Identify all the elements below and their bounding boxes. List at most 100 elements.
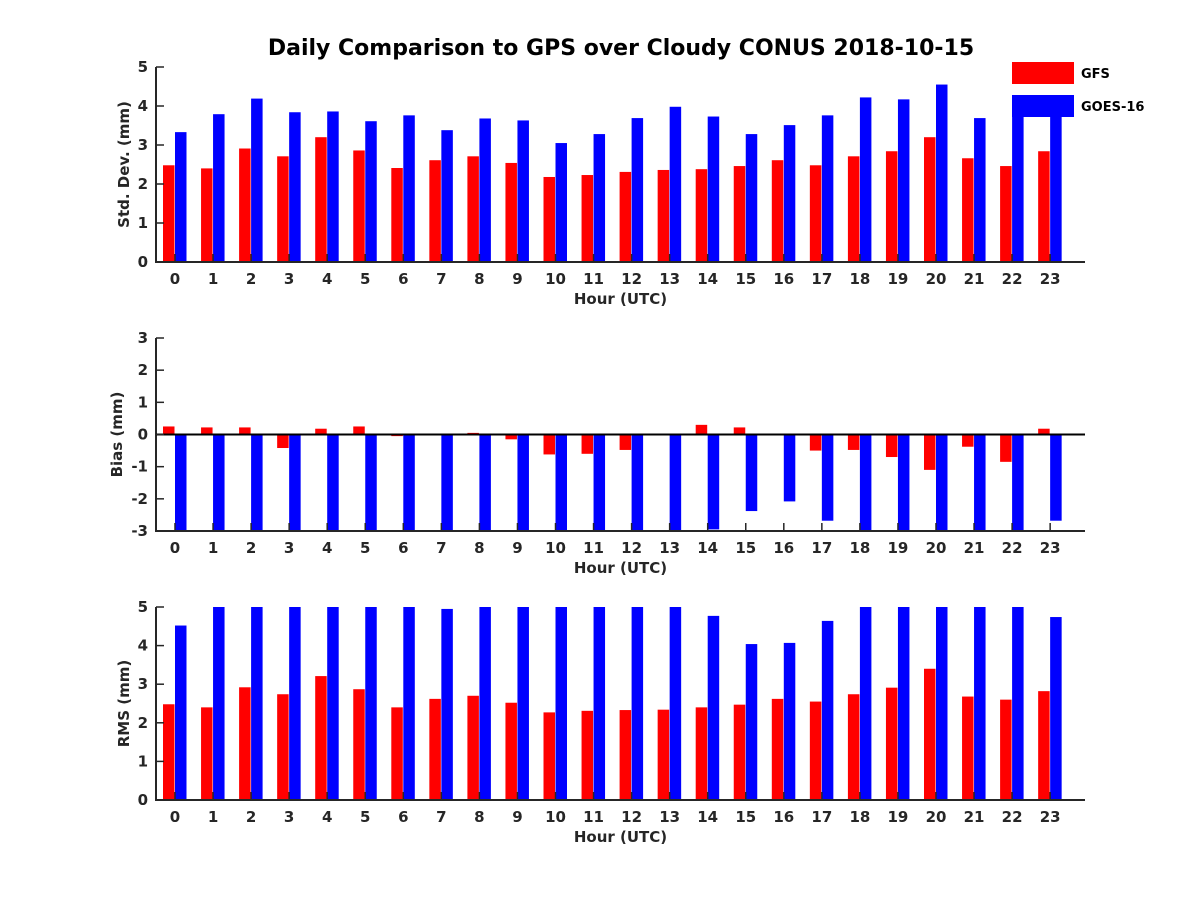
bar-goes-16-hour-13 <box>669 106 682 262</box>
x-tick-label: 23 <box>1040 808 1061 826</box>
y-tick-label: -2 <box>131 490 148 508</box>
bar-goes-16-hour-22 <box>1012 607 1024 800</box>
y-tick-label: 2 <box>138 714 148 732</box>
y-tick-label: -3 <box>131 522 148 540</box>
x-tick-label: 6 <box>398 808 408 826</box>
bar-goes-16-hour-23 <box>1050 617 1062 800</box>
x-tick-label: 19 <box>888 808 909 826</box>
bar-gfs-hour-6 <box>391 168 403 262</box>
bar-gfs-hour-22 <box>1000 699 1012 800</box>
x-tick-label: 21 <box>964 270 985 288</box>
bar-gfs-hour-14 <box>695 424 708 435</box>
bar-gfs-hour-3 <box>277 694 289 800</box>
bar-gfs-hour-5 <box>353 689 365 800</box>
x-tick-label: 2 <box>246 539 256 557</box>
bar-gfs-hour-17 <box>809 701 822 800</box>
chart-title: Daily Comparison to GPS over Cloudy CONU… <box>268 36 974 61</box>
bar-gfs-hour-23 <box>1038 691 1050 800</box>
bar-gfs-hour-20 <box>924 668 936 800</box>
bar-goes-16-hour-3 <box>289 112 301 263</box>
bar-gfs-hour-2 <box>239 427 251 435</box>
x-tick-label: 14 <box>697 808 718 826</box>
bar-gfs-hour-18 <box>847 434 860 450</box>
bar-gfs-hour-1 <box>201 168 213 262</box>
y-tick-label: 0 <box>138 791 148 809</box>
bar-gfs-hour-7 <box>429 698 441 800</box>
bar-goes-16-hour-4 <box>327 434 339 531</box>
bar-gfs-hour-10 <box>543 434 555 455</box>
bar-goes-16-hour-1 <box>213 607 225 800</box>
bar-gfs-hour-8 <box>467 695 479 800</box>
x-tick-label: 11 <box>583 539 604 557</box>
bar-goes-16-hour-10 <box>555 143 567 262</box>
y-tick-label: 3 <box>138 136 148 154</box>
x-tick-label: 13 <box>659 808 680 826</box>
x-tick-label: 15 <box>735 270 756 288</box>
x-tick-label: 17 <box>811 808 832 826</box>
bar-goes-16-hour-12 <box>631 434 644 531</box>
bar-goes-16-hour-18 <box>859 607 872 800</box>
bar-goes-16-hour-0 <box>175 132 187 262</box>
x-tick-label: 19 <box>888 270 909 288</box>
bar-gfs-hour-9 <box>505 162 517 262</box>
bar-gfs-hour-3 <box>277 434 289 449</box>
bar-goes-16-hour-8 <box>479 434 491 531</box>
bar-goes-16-hour-18 <box>859 434 872 531</box>
x-tick-label: 1 <box>208 808 218 826</box>
bar-gfs-hour-11 <box>581 175 594 262</box>
y-tick-label: 3 <box>138 329 148 347</box>
y-tick-label: 2 <box>138 175 148 193</box>
bar-goes-16-hour-7 <box>441 434 453 531</box>
x-tick-label: 12 <box>621 539 642 557</box>
bar-goes-16-hour-7 <box>441 608 453 800</box>
x-tick-label: 17 <box>811 270 832 288</box>
bar-goes-16-hour-3 <box>289 607 301 800</box>
x-tick-label: 18 <box>849 539 870 557</box>
bar-goes-16-hour-17 <box>821 115 834 262</box>
bar-goes-16-hour-21 <box>974 607 986 800</box>
x-tick-label: 15 <box>735 808 756 826</box>
bar-goes-16-hour-2 <box>251 607 263 800</box>
y-tick-label: 4 <box>138 637 148 655</box>
x-tick-label: 3 <box>284 808 294 826</box>
bar-goes-16-hour-14 <box>707 615 720 800</box>
x-tick-label: 22 <box>1002 539 1023 557</box>
bar-goes-16-hour-21 <box>974 434 986 531</box>
bar-goes-16-hour-8 <box>479 607 491 800</box>
bar-gfs-hour-15 <box>733 166 746 262</box>
bar-goes-16-hour-19 <box>897 99 910 263</box>
bar-gfs-hour-4 <box>315 676 327 800</box>
bar-gfs-hour-22 <box>1000 166 1012 262</box>
x-tick-label: 4 <box>322 270 332 288</box>
bar-goes-16-hour-6 <box>403 434 415 531</box>
x-tick-label: 1 <box>208 539 218 557</box>
bar-goes-16-hour-22 <box>1012 434 1024 531</box>
legend: GFS GOES-16 <box>1012 62 1144 117</box>
bar-gfs-hour-16 <box>771 698 784 800</box>
y-tick-label: 0 <box>138 426 148 444</box>
x-tick-label: 21 <box>964 808 985 826</box>
bar-gfs-hour-21 <box>962 434 974 447</box>
y-tick-label: 1 <box>138 752 148 770</box>
x-tick-label: 10 <box>545 539 566 557</box>
bar-gfs-hour-7 <box>429 160 441 262</box>
bar-goes-16-hour-23 <box>1050 106 1062 262</box>
bar-goes-16-hour-17 <box>821 434 834 521</box>
legend-label-goes-16: GOES-16 <box>1081 100 1144 115</box>
bar-gfs-hour-13 <box>657 169 670 262</box>
bar-goes-16-hour-15 <box>745 434 758 512</box>
x-tick-label: 0 <box>170 808 180 826</box>
x-tick-label: 16 <box>773 539 794 557</box>
x-tick-label: 13 <box>659 270 680 288</box>
bar-goes-16-hour-7 <box>441 130 453 262</box>
bar-gfs-hour-12 <box>619 710 632 800</box>
bar-goes-16-hour-15 <box>745 134 758 262</box>
bar-gfs-hour-0 <box>163 165 175 262</box>
y-tick-label: 3 <box>138 675 148 693</box>
bar-goes-16-hour-12 <box>631 607 644 800</box>
bar-gfs-hour-21 <box>962 158 974 262</box>
y-axis-label: RMS (mm) <box>115 660 133 747</box>
